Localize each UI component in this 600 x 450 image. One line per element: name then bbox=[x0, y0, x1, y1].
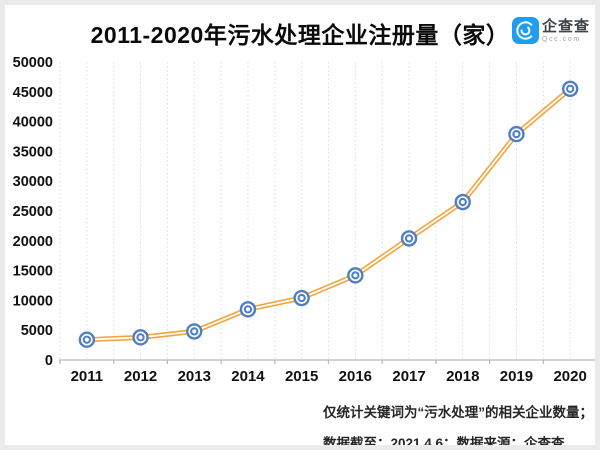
data-point-inner-ring bbox=[190, 327, 199, 336]
header: 2011-2020年污水处理企业注册量（家） 企查查 Qcc.com bbox=[5, 5, 595, 53]
y-tick-label: 35000 bbox=[13, 144, 53, 160]
footer-note-line1: 仅统计关键词为“污水处理”的相关企业数量； bbox=[323, 405, 593, 420]
x-tick-label: 2015 bbox=[285, 368, 318, 385]
logo-text: 企查查 Qcc.com bbox=[542, 19, 590, 43]
series-path-inner bbox=[85, 87, 572, 341]
y-tick-label: 20000 bbox=[13, 234, 53, 250]
y-tick-label: 15000 bbox=[13, 264, 53, 280]
y-axis-labels: 0 5000 10000 15000 20000 25000 30000 35000 40000… bbox=[13, 55, 53, 369]
data-point-inner-ring bbox=[297, 293, 306, 303]
y-tick-label: 30000 bbox=[13, 174, 53, 190]
data-point-inner-ring bbox=[82, 335, 91, 344]
x-tick-label: 2013 bbox=[178, 368, 211, 385]
data-point-inner-ring bbox=[136, 333, 145, 342]
gridlines bbox=[59, 62, 571, 360]
y-tick-label: 0 bbox=[45, 353, 53, 369]
page-title: 2011-2020年污水处理企业注册量（家） bbox=[90, 22, 510, 48]
data-point-inner-ring bbox=[404, 234, 414, 243]
chart-canvas: 0 5000 10000 15000 20000 25000 30000 35000 40000… bbox=[13, 55, 595, 385]
x-axis bbox=[59, 359, 595, 364]
y-tick-label: 40000 bbox=[13, 115, 53, 131]
x-tick-label: 2011 bbox=[71, 368, 104, 385]
brand-logo: 企查查 Qcc.com bbox=[511, 17, 590, 44]
data-point-inner-ring bbox=[243, 305, 253, 314]
footer-note: 仅统计关键词为“污水处理”的相关企业数量； 数据截至：2021.4.6；数据来源… bbox=[323, 401, 593, 450]
qcc-logo-glyph bbox=[516, 21, 535, 40]
y-tick-label: 25000 bbox=[13, 204, 53, 220]
x-axis-labels: 2011 2012 2013 2014 2015 2016 2017 2018 2019 2020 bbox=[71, 368, 587, 385]
y-tick-label: 5000 bbox=[21, 323, 53, 339]
x-tick-label: 2014 bbox=[231, 368, 265, 385]
x-tick-label: 2017 bbox=[392, 368, 425, 385]
data-points bbox=[78, 80, 579, 348]
data-point-inner-ring bbox=[351, 271, 360, 280]
qcc-logo-icon bbox=[511, 17, 539, 44]
data-point-inner-ring bbox=[512, 129, 521, 139]
x-tick-label: 2016 bbox=[339, 368, 372, 385]
x-tick-label: 2012 bbox=[124, 368, 157, 385]
logo-domain: Qcc.com bbox=[541, 35, 581, 43]
logo-name: 企查查 bbox=[541, 17, 590, 35]
y-tick-label: 10000 bbox=[13, 293, 53, 309]
data-point-inner-ring bbox=[458, 197, 467, 207]
x-tick-label: 2018 bbox=[446, 368, 479, 385]
series-line bbox=[84, 86, 573, 343]
x-tick-label: 2019 bbox=[500, 368, 533, 385]
y-tick-label: 50000 bbox=[13, 55, 53, 71]
y-tick-label: 45000 bbox=[13, 85, 53, 101]
x-tick-label: 2020 bbox=[553, 368, 586, 385]
data-point-inner-ring bbox=[566, 84, 575, 93]
footer-note-line2: 数据截至：2021.4.6；数据来源：企查查 bbox=[323, 436, 565, 450]
line-chart: 0 5000 10000 15000 20000 25000 30000 35000 40000… bbox=[5, 5, 595, 445]
